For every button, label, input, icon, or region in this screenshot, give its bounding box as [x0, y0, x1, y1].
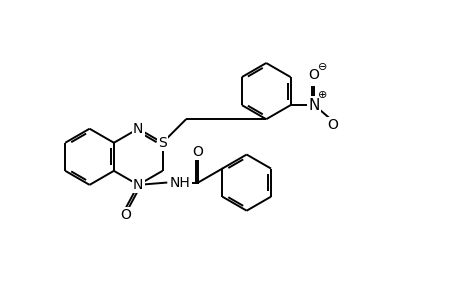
Text: O: O	[120, 208, 131, 222]
Text: S: S	[158, 136, 167, 150]
Text: O: O	[308, 68, 319, 82]
Text: N: N	[133, 122, 143, 136]
Text: O: O	[327, 118, 338, 132]
Text: NH: NH	[169, 176, 190, 190]
Text: ⊖: ⊖	[317, 62, 327, 72]
Text: N: N	[308, 98, 319, 113]
Text: N: N	[133, 178, 143, 192]
Text: O: O	[192, 145, 203, 159]
Text: ⊕: ⊕	[317, 90, 326, 100]
